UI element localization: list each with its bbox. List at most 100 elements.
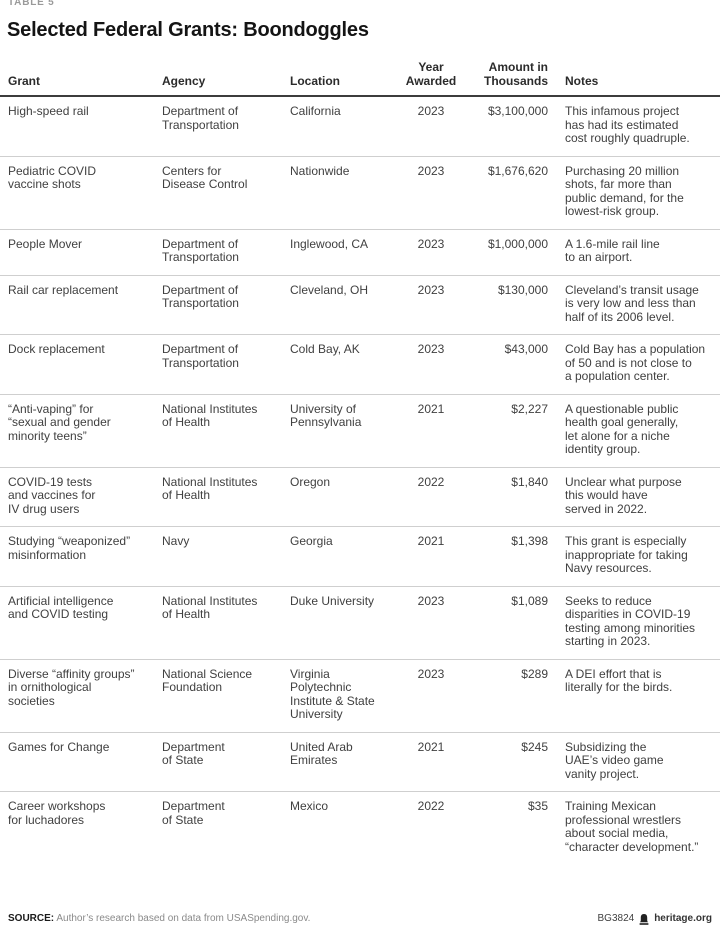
amount-cell: $2,227 — [462, 394, 548, 468]
notes-cell: Seeks to reduce disparities in COVID-19 … — [548, 586, 720, 660]
location-cell: Cold Bay, AK — [282, 334, 400, 395]
amount-cell: $289 — [462, 659, 548, 733]
grant-cell: COVID-19 tests and vaccines for IV drug … — [0, 467, 154, 527]
year-cell: 2022 — [400, 467, 462, 527]
agency-cell: National Institutes of Health — [154, 467, 282, 527]
agency-cell: Department of State — [154, 732, 282, 792]
table-row: Studying “weaponized” misinformation Nav… — [0, 526, 720, 587]
table-row: Games for Change Department of State Uni… — [0, 732, 720, 792]
location-cell: Cleveland, OH — [282, 275, 400, 335]
agency-cell: Department of Transportation — [154, 275, 282, 335]
agency-cell: Centers for Disease Control — [154, 156, 282, 230]
notes-cell: This grant is especially inappropriate f… — [548, 526, 720, 587]
amount-cell: $3,100,000 — [462, 96, 548, 157]
notes-cell: A 1.6-mile rail line to an airport. — [548, 229, 720, 276]
source-label: SOURCE: — [8, 913, 55, 924]
table-row: People Mover Department of Transportatio… — [0, 229, 720, 276]
table-row: Career workshops for luchadores Departme… — [0, 792, 720, 865]
location-cell: Georgia — [282, 526, 400, 587]
heritage-site-link[interactable]: heritage.org — [654, 913, 712, 924]
year-cell: 2023 — [400, 156, 462, 230]
notes-cell: Purchasing 20 million shots, far more th… — [548, 156, 720, 230]
amount-cell: $1,676,620 — [462, 156, 548, 230]
notes-cell: Cleveland’s transit usage is very low an… — [548, 275, 720, 335]
agency-cell: National Institutes of Health — [154, 394, 282, 468]
column-header-agency: Agency — [154, 60, 282, 97]
grant-cell: Career workshops for luchadores — [8, 799, 106, 827]
agency-cell: Department of Transportation — [154, 334, 282, 395]
table-row: Diverse “affinity groups” in ornithologi… — [0, 659, 720, 733]
footer: SOURCE: Author’s research based on data … — [8, 913, 712, 925]
location-cell: Oregon — [282, 467, 400, 527]
year-cell: 2022 — [417, 799, 445, 813]
table-row: “Anti-vaping” for “sexual and gender min… — [0, 394, 720, 468]
table-row: Artificial intelligence and COVID testin… — [0, 586, 720, 660]
grant-cell: High-speed rail — [0, 96, 154, 157]
year-cell: 2023 — [400, 586, 462, 660]
amount-cell: $1,840 — [462, 467, 548, 527]
amount-cell: $1,398 — [462, 526, 548, 587]
year-cell: 2023 — [400, 659, 462, 733]
notes-cell: Unclear what purpose this would have ser… — [548, 467, 720, 527]
amount-cell: $245 — [462, 732, 548, 792]
year-cell: 2023 — [400, 229, 462, 276]
table-row: COVID-19 tests and vaccines for IV drug … — [0, 467, 720, 527]
document-id: BG3824 — [597, 913, 635, 924]
year-cell: 2021 — [400, 526, 462, 587]
amount-cell: $1,000,000 — [462, 229, 548, 276]
agency-cell: National Institutes of Health — [154, 586, 282, 660]
amount-cell: $35 — [527, 799, 548, 813]
notes-cell: A questionable public health goal genera… — [548, 394, 720, 468]
heritage-bell-icon — [639, 913, 649, 925]
column-header-location: Location — [282, 60, 400, 97]
location-cell: Nationwide — [282, 156, 400, 230]
year-cell: 2023 — [400, 96, 462, 157]
grant-cell: People Mover — [0, 229, 154, 276]
grant-cell: Rail car replacement — [0, 275, 154, 335]
column-header-grant: Grant — [0, 60, 154, 97]
location-cell: Inglewood, CA — [282, 229, 400, 276]
amount-cell: $130,000 — [462, 275, 548, 335]
table-row: Rail car replacement Department of Trans… — [0, 275, 720, 335]
grant-cell: Artificial intelligence and COVID testin… — [0, 586, 154, 660]
location-cell: California — [282, 96, 400, 157]
agency-cell: Department of State — [162, 799, 225, 827]
notes-cell: Training Mexican professional wrestlers … — [565, 799, 699, 854]
year-cell: 2023 — [400, 275, 462, 335]
grants-table: Grant Agency Location Year Awarded Amoun… — [0, 60, 720, 864]
table-row: Pediatric COVID vaccine shots Centers fo… — [0, 156, 720, 230]
location-cell: University of Pennsylvania — [282, 394, 400, 468]
table-row: High-speed rail Department of Transporta… — [0, 96, 720, 157]
agency-cell: Department of Transportation — [154, 229, 282, 276]
grant-cell: Dock replacement — [0, 334, 154, 395]
column-header-year-awarded: Year Awarded — [400, 60, 462, 97]
year-cell: 2021 — [400, 732, 462, 792]
location-cell: Duke University — [282, 586, 400, 660]
grant-cell: Pediatric COVID vaccine shots — [0, 156, 154, 230]
grant-cell: Diverse “affinity groups” in ornithologi… — [0, 659, 154, 733]
year-cell: 2021 — [400, 394, 462, 468]
grant-cell: Games for Change — [0, 732, 154, 792]
page-title: Selected Federal Grants: Boondoggles — [7, 19, 369, 41]
table-label: TABLE 5 — [8, 0, 55, 8]
notes-cell: This infamous project has had its estima… — [548, 96, 720, 157]
grant-cell: “Anti-vaping” for “sexual and gender min… — [0, 394, 154, 468]
source-text: Author’s research based on data from USA… — [56, 913, 311, 924]
location-cell: Virginia Polytechnic Institute & State U… — [282, 659, 400, 733]
agency-cell: Department of Transportation — [154, 96, 282, 157]
notes-cell: Subsidizing the UAE’s video game vanity … — [548, 732, 720, 792]
amount-cell: $1,089 — [462, 586, 548, 660]
source-line: SOURCE: Author’s research based on data … — [8, 913, 310, 925]
agency-cell: National Science Foundation — [154, 659, 282, 733]
column-header-amount-thousands: Amount in Thousands — [462, 60, 548, 97]
location-cell: United Arab Emirates — [282, 732, 400, 792]
grant-cell: Studying “weaponized” misinformation — [0, 526, 154, 587]
table-row: Dock replacement Department of Transport… — [0, 334, 720, 395]
agency-cell: Navy — [154, 526, 282, 587]
notes-cell: A DEI effort that is literally for the b… — [548, 659, 720, 733]
column-header-notes: Notes — [548, 60, 720, 97]
grants-table-body: High-speed rail Department of Transporta… — [0, 96, 720, 864]
amount-cell: $43,000 — [462, 334, 548, 395]
credit-line: BG3824 heritage.org — [597, 913, 712, 925]
